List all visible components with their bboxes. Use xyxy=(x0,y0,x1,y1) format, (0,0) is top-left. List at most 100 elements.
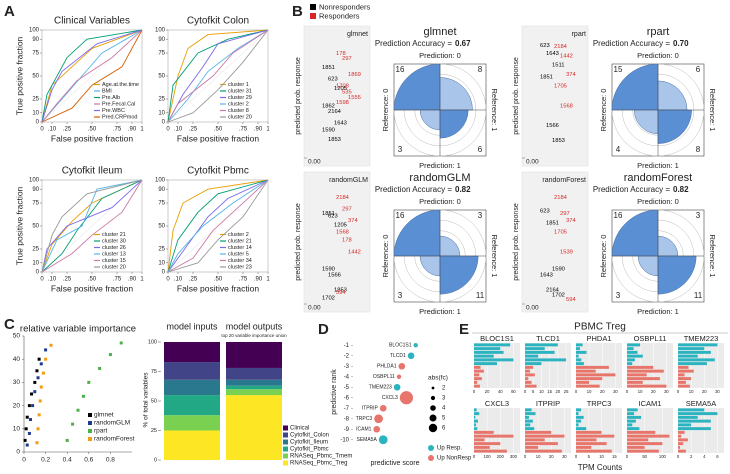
tpm-bar xyxy=(576,377,603,381)
sample-id: 1566 xyxy=(546,123,559,129)
tpm-bar xyxy=(678,347,705,351)
gene-label: BLOC1S1 xyxy=(389,343,412,349)
x-tick-label: .25 xyxy=(189,127,198,133)
stack-segment xyxy=(164,379,220,396)
fourfold-quadrant xyxy=(657,109,692,144)
y-tick-label: 100 xyxy=(29,178,40,184)
gene-label: ICAM1 xyxy=(356,427,372,433)
y-tick-label: -1 xyxy=(344,343,350,349)
legend-swatch xyxy=(428,455,434,461)
sample-id: 2184 xyxy=(554,44,568,50)
tpm-bar xyxy=(678,434,682,438)
x-tick-label: 50 xyxy=(642,454,647,459)
fourfold-quadrant xyxy=(611,63,659,111)
legend-swatch xyxy=(283,460,288,466)
model-title: glmnet xyxy=(423,26,456,38)
tpm-bar xyxy=(474,427,478,431)
tpm-bar xyxy=(627,343,641,347)
y-tick-label: 0 xyxy=(162,120,166,126)
sample-id: 1705 xyxy=(554,84,567,90)
size-legend-dot xyxy=(430,395,436,401)
count-label: 3 xyxy=(398,291,403,300)
importance-point xyxy=(44,348,48,352)
importance-point xyxy=(44,357,48,361)
accuracy-value: 0.70 xyxy=(673,39,689,48)
x-tick-label: 20 xyxy=(600,389,605,394)
x-tick-label: 300 xyxy=(510,454,518,459)
category-label: model inputs xyxy=(166,321,218,331)
roc-curve xyxy=(167,179,269,273)
tpm-bar xyxy=(678,362,707,366)
tpm-bar xyxy=(678,369,694,373)
roc-curve xyxy=(41,179,143,273)
tpm-bar xyxy=(678,358,715,362)
roc-curve xyxy=(167,29,269,123)
gene-point xyxy=(396,374,402,379)
tpm-bar xyxy=(627,442,663,446)
sample-id: 297 xyxy=(342,56,352,62)
x-tick-label: 4 xyxy=(703,454,706,459)
y-tick-label: -4 xyxy=(344,374,350,380)
stack-segment xyxy=(164,362,220,380)
sample-id: 623 xyxy=(328,213,338,219)
tpm-bar xyxy=(627,347,634,351)
fourfold-quadrant xyxy=(633,109,659,135)
x-tick-label: 1 xyxy=(266,127,270,133)
y-tick-label: 10 xyxy=(32,110,39,116)
importance-point xyxy=(37,357,41,361)
sample-id: 1555 xyxy=(348,95,361,101)
y-tick-label: 75 xyxy=(158,201,165,207)
roc-curve xyxy=(167,179,269,273)
x-tick-label: 30 xyxy=(562,454,567,459)
accuracy-value: 0.82 xyxy=(455,185,471,194)
x-tick-label: .75 xyxy=(113,277,122,283)
y-tick-label: 50 xyxy=(13,333,21,340)
legend-swatch xyxy=(283,425,288,431)
roc-curve xyxy=(167,179,269,273)
y-tick-label: 0 xyxy=(36,120,40,126)
count-label: 11 xyxy=(476,291,485,300)
sample-id: 1568 xyxy=(336,230,349,236)
y-tick-label: 75 xyxy=(32,51,39,57)
sample-id: 2184 xyxy=(336,195,350,201)
tpm-bar xyxy=(576,434,615,438)
importance-point xyxy=(36,376,40,380)
count-label: 3 xyxy=(478,211,483,220)
x-tick-label: 0 xyxy=(626,454,629,459)
panel-label: C xyxy=(4,316,15,333)
stack-segment xyxy=(226,367,282,380)
y-tick-label: 100 xyxy=(155,178,166,184)
y-axis-label: True positive fraction xyxy=(14,36,24,115)
tpm-bar xyxy=(678,343,718,347)
y-tick-label: 0 xyxy=(16,449,20,456)
strip-panel xyxy=(521,171,589,313)
fourfold-quadrant xyxy=(439,255,479,295)
roc-curve xyxy=(41,29,143,123)
plot-title: Cytofkit Ileum xyxy=(62,166,123,177)
count-label: 3 xyxy=(696,211,701,220)
legend-label: Cytofkit_Ileum xyxy=(290,440,328,446)
roc-curve xyxy=(41,29,143,123)
tpm-bar xyxy=(678,354,698,358)
accuracy-value: 0.82 xyxy=(673,185,689,194)
count-label: 3 xyxy=(616,291,621,300)
fourfold-quadrant xyxy=(439,109,469,139)
y-tick-label: 50 xyxy=(151,398,157,404)
tpm-bar xyxy=(627,373,647,377)
x-tick-label: 0 xyxy=(22,457,26,464)
y-tick-label: 0.00 xyxy=(526,305,539,312)
x-tick-label: 2 xyxy=(690,454,693,459)
facet-bg xyxy=(678,408,724,453)
importance-point xyxy=(25,415,29,419)
tpm-bar xyxy=(525,449,562,453)
x-axis-label: False positive fraction xyxy=(177,133,259,143)
tpm-bar xyxy=(525,377,529,381)
gene-point xyxy=(413,343,418,348)
sample-id: 297 xyxy=(560,211,570,217)
y-tick-label: 90 xyxy=(32,37,39,43)
tpm-bar xyxy=(576,449,612,453)
x-axis-label: False positive fraction xyxy=(177,283,259,293)
tpm-bar xyxy=(627,423,633,427)
legend-label: cluster 21 xyxy=(228,238,252,244)
tpm-bar xyxy=(576,354,579,358)
